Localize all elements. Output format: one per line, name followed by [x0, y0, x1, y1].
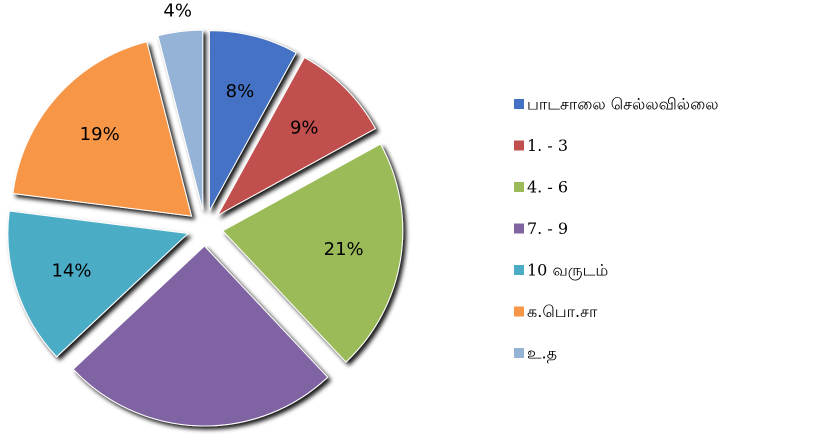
pie-slice: [157, 29, 204, 211]
data-label: 14%: [51, 260, 91, 281]
legend-swatch: [514, 223, 524, 234]
legend-label: 4. - 6: [527, 178, 568, 197]
legend-swatch: [514, 348, 524, 358]
data-label: 9%: [290, 118, 319, 139]
pie-slice: [72, 245, 329, 427]
pie-slice: [7, 210, 189, 358]
pie-slice: [208, 30, 297, 211]
legend-swatch: [514, 306, 524, 317]
legend-label: பாடசாலை செல்லவில்லை: [527, 95, 719, 114]
legend-swatch: [514, 140, 524, 151]
legend-swatch: [514, 182, 524, 192]
legend-swatch: [514, 99, 524, 109]
legend-label: 10 வருடம்: [527, 261, 608, 281]
pie-slice: [221, 143, 404, 363]
pie-slice: [216, 56, 377, 217]
data-label: 4%: [163, 1, 192, 22]
legend-label: 1. - 3: [527, 136, 568, 155]
pie-slice: [12, 41, 193, 217]
legend-label: க.பொ.சா: [527, 302, 598, 321]
data-label: 19%: [80, 124, 120, 145]
data-label: 21%: [324, 239, 364, 260]
data-label: 8%: [226, 81, 255, 102]
legend-swatch: [514, 265, 524, 275]
legend-label: உ.த: [527, 344, 557, 363]
legend-label: 7. - 9: [527, 219, 568, 238]
